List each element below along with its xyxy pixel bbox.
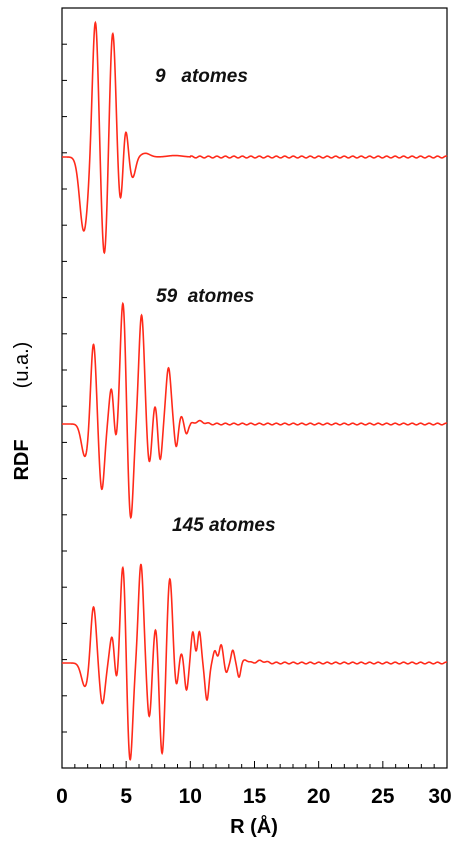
rdf-curve-series-3 <box>62 563 448 761</box>
x-tick-label-30: 30 <box>428 785 451 808</box>
annotation-series-3: 145 atomes <box>172 515 276 536</box>
x-tick-label-15: 15 <box>243 785 267 808</box>
bottom-axis-ticks <box>61 761 448 768</box>
x-tick-label-5: 5 <box>120 785 132 808</box>
series-layer <box>62 20 448 761</box>
x-axis-title: R (Å) <box>230 814 278 838</box>
x-tick-label-10: 10 <box>179 785 202 808</box>
y-axis-title: RDF <box>11 439 33 480</box>
annotation-series-2: 59 atomes <box>156 286 254 307</box>
left-axis-ticks <box>62 7 67 733</box>
y-axis-unit: (u.a.) <box>11 342 33 389</box>
rdf-curve-series-2 <box>62 301 448 520</box>
rdf-curve-series-1 <box>62 20 448 255</box>
x-tick-label-20: 20 <box>307 785 330 808</box>
x-tick-label-0: 0 <box>56 785 68 808</box>
x-tick-label-25: 25 <box>371 785 395 808</box>
annotation-series-1: 9 atomes <box>155 66 248 87</box>
